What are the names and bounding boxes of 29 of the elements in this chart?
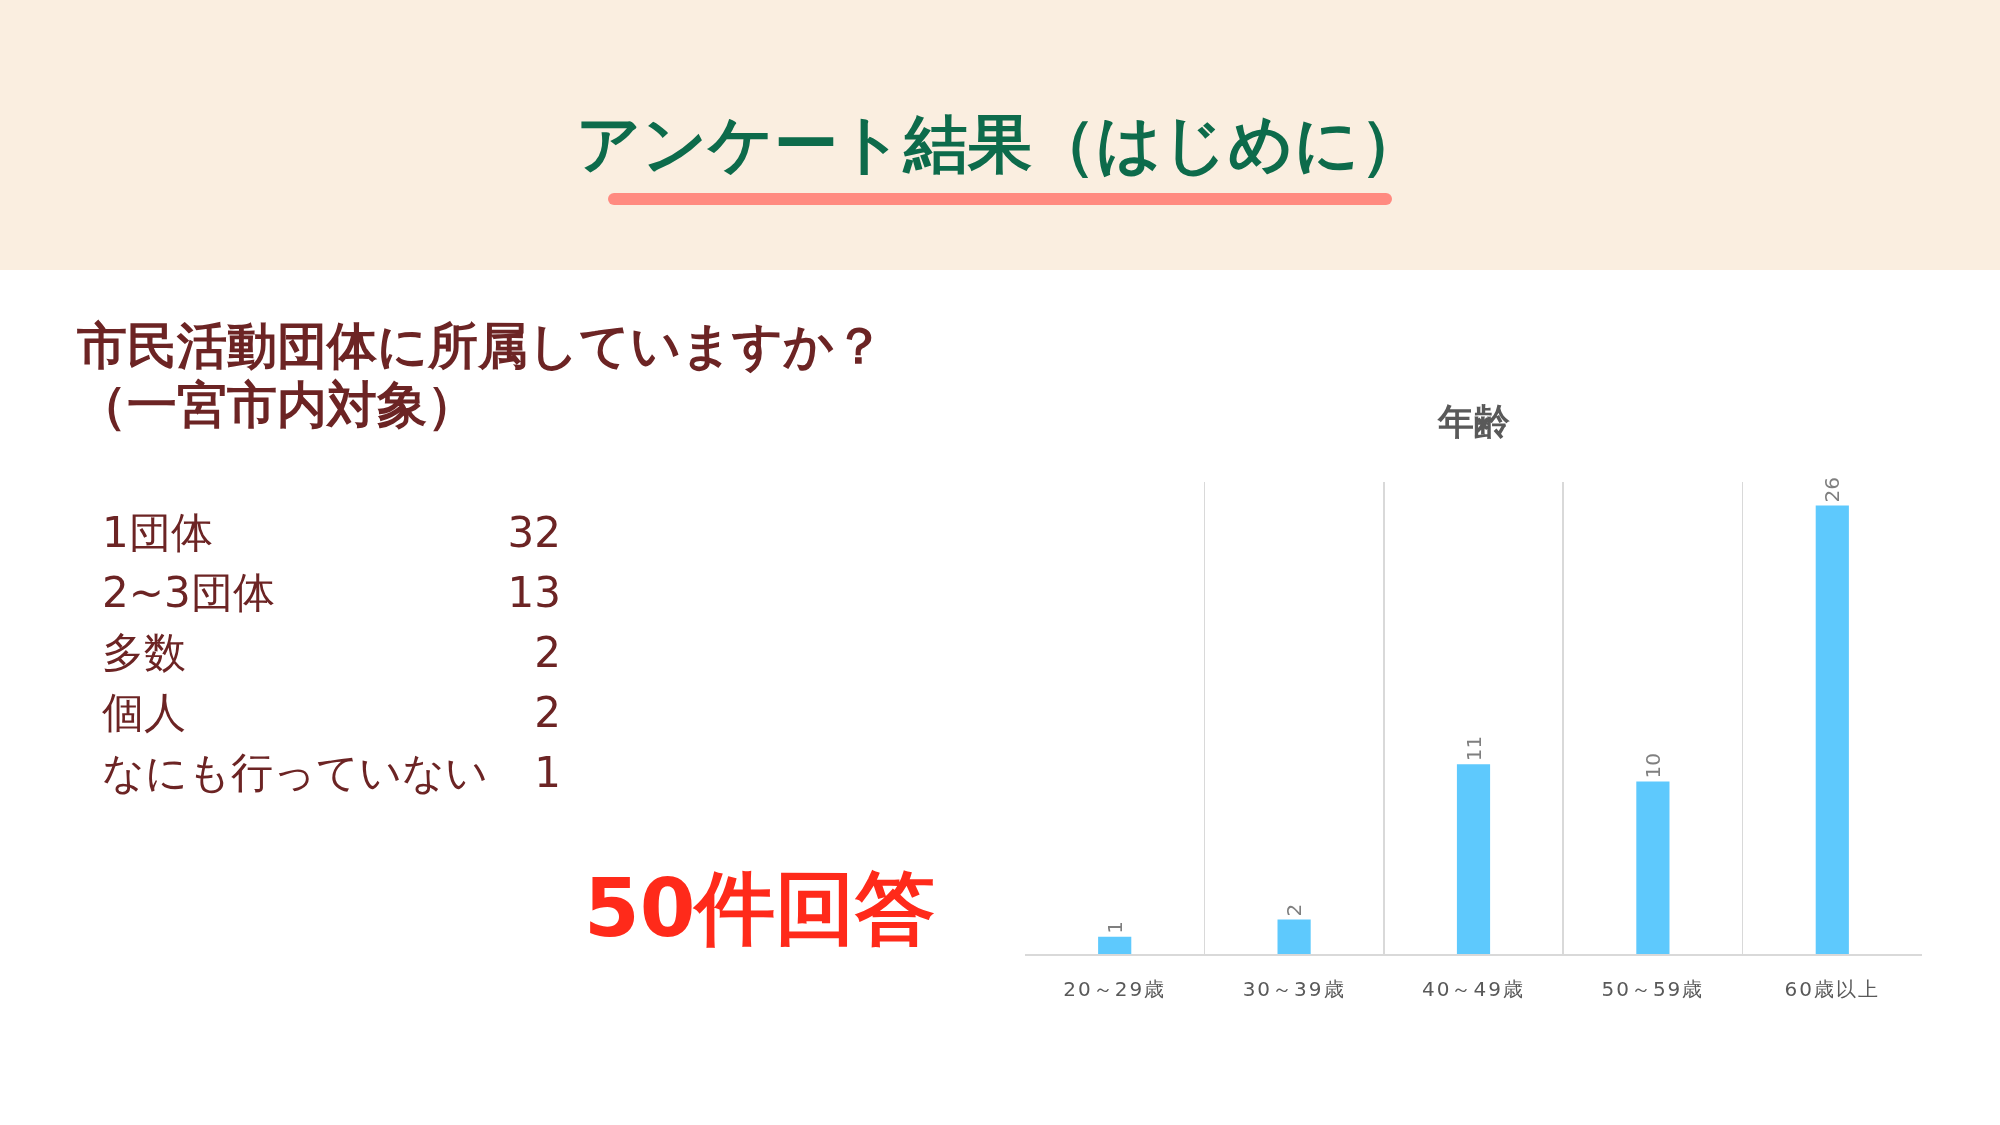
chart-title: 年齢 [1436,400,1510,442]
text: 市民活動団体に所属していますか？（一宮市内対象） [77,317,885,435]
x-tick-label: 20～29歳 [1063,977,1167,1001]
x-tick-label: 30～39歳 [1242,977,1346,1001]
data-label: 1 [534,747,561,799]
bar [1277,919,1311,954]
text: 50件回答 [584,861,936,957]
data-label: 11 [1461,735,1486,762]
category-label: 個人 [102,687,186,739]
category-label: 1団体 [102,507,213,559]
data-label: 1 [1102,921,1127,934]
category-label: なにも行っていない [102,747,488,799]
bar [1636,781,1670,954]
bar [1815,505,1849,954]
x-tick-label: 60歳以上 [1784,977,1881,1001]
data-label: 2 [534,627,561,679]
data-label: 2 [1282,903,1307,917]
category-label: 多数 [102,627,186,679]
category-label: 2~3団体 [102,567,275,619]
data-label: 26 [1820,477,1845,503]
text: アンケート結果（はじめに） [576,106,1424,183]
bar [1456,764,1491,954]
x-tick-label: 40～49歳 [1422,977,1525,1001]
data-label: 2 [534,687,561,739]
data-label: 13 [507,567,561,619]
bar [1098,936,1132,954]
data-label: 10 [1640,753,1665,779]
x-tick-label: 50～59歳 [1601,977,1705,1001]
data-label: 32 [507,507,561,559]
